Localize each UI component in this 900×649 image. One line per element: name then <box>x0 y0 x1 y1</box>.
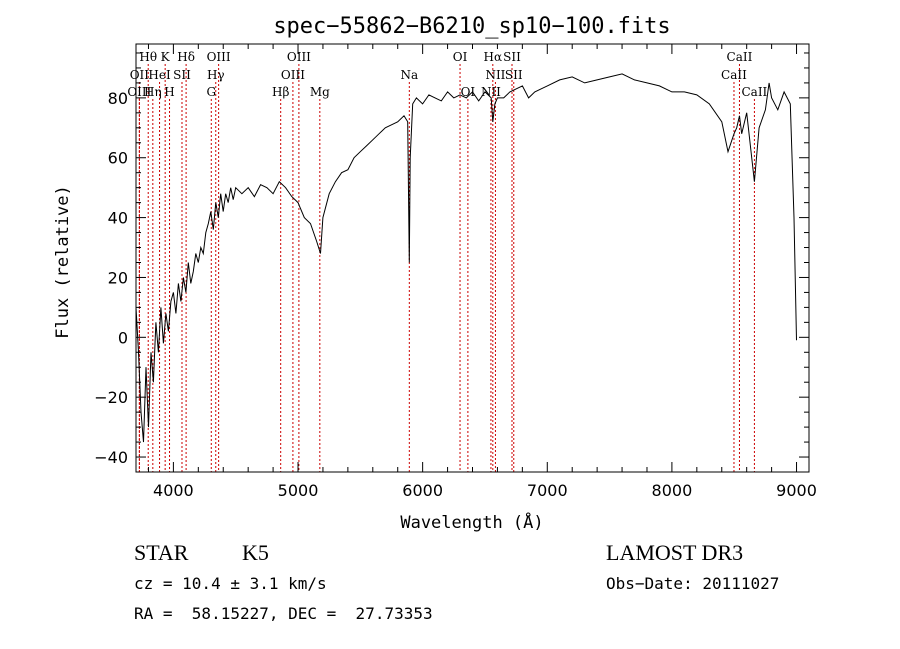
line-marker-label: OIII <box>287 50 311 64</box>
y-tick-label: −40 <box>94 448 128 467</box>
line-marker-label: Na <box>400 68 418 82</box>
line-marker-label: Hδ <box>177 50 195 64</box>
line-marker-label: Hη <box>144 85 162 99</box>
line-marker-label: SII <box>505 68 523 82</box>
line-marker-label: OIII <box>127 85 151 99</box>
line-marker-label: OII <box>130 68 150 82</box>
redshift-value: cz = 10.4 ± 3.1 km/s <box>134 574 327 593</box>
x-axis-label: Wavelength (Å) <box>400 511 543 533</box>
line-marker-label: NII <box>481 85 501 99</box>
x-tick-label: 7000 <box>527 481 568 500</box>
line-marker-label: NII <box>485 68 505 82</box>
plot-frame <box>135 43 810 473</box>
line-marker-label: SII <box>503 50 521 64</box>
spectral-line-markers <box>138 64 755 472</box>
object-class: STAR <box>134 540 189 565</box>
line-marker-label: Hγ <box>207 68 225 82</box>
line-marker-label: K <box>161 50 171 64</box>
chart-title: spec−55862−B6210_sp10−100.fits <box>273 14 670 39</box>
object-subclass: K5 <box>242 540 269 565</box>
y-tick-label: 40 <box>108 209 128 228</box>
line-marker-label: Hβ <box>272 85 289 99</box>
line-marker-label: CaII <box>721 68 747 82</box>
line-marker-label: CaII <box>727 50 753 64</box>
survey-name: LAMOST DR3 <box>606 540 744 565</box>
x-tick-label: 4000 <box>153 481 194 500</box>
line-marker-label: SII <box>173 68 191 82</box>
x-tick-label: 8000 <box>652 481 693 500</box>
line-marker-label: Hθ <box>139 50 157 64</box>
sky-coordinates: RA = 58.15227, DEC = 27.73353 <box>134 604 433 623</box>
line-marker-label: OIII <box>207 50 231 64</box>
line-marker-label: Mg <box>310 85 330 99</box>
line-marker-label: HeI <box>148 68 171 82</box>
line-marker-label: H <box>164 85 174 99</box>
x-tick-label: 9000 <box>776 481 817 500</box>
y-tick-label: 60 <box>108 149 128 168</box>
y-tick-label: −20 <box>94 388 128 407</box>
y-tick-label: 20 <box>108 268 128 287</box>
line-marker-label: OIII <box>281 68 305 82</box>
y-axis-label: Flux (relative) <box>53 185 73 339</box>
x-tick-label: 6000 <box>402 481 443 500</box>
x-axis-ticks: 4000 5000 6000 7000 8000 9000 <box>147 44 817 500</box>
y-tick-label: 0 <box>118 328 128 347</box>
line-marker-label: OI <box>453 50 468 64</box>
observation-date: Obs−Date: 20111027 <box>606 574 780 593</box>
spectrum-series-line <box>135 73 797 443</box>
x-tick-label: 5000 <box>278 481 319 500</box>
line-marker-label: G <box>206 85 216 99</box>
line-marker-label: CaII <box>741 85 767 99</box>
line-marker-label: Hα <box>484 50 503 64</box>
y-tick-label: 80 <box>108 89 128 108</box>
line-marker-label: OI <box>461 85 476 99</box>
y-axis-ticks: −40 −20 0 20 40 60 80 <box>94 52 809 473</box>
